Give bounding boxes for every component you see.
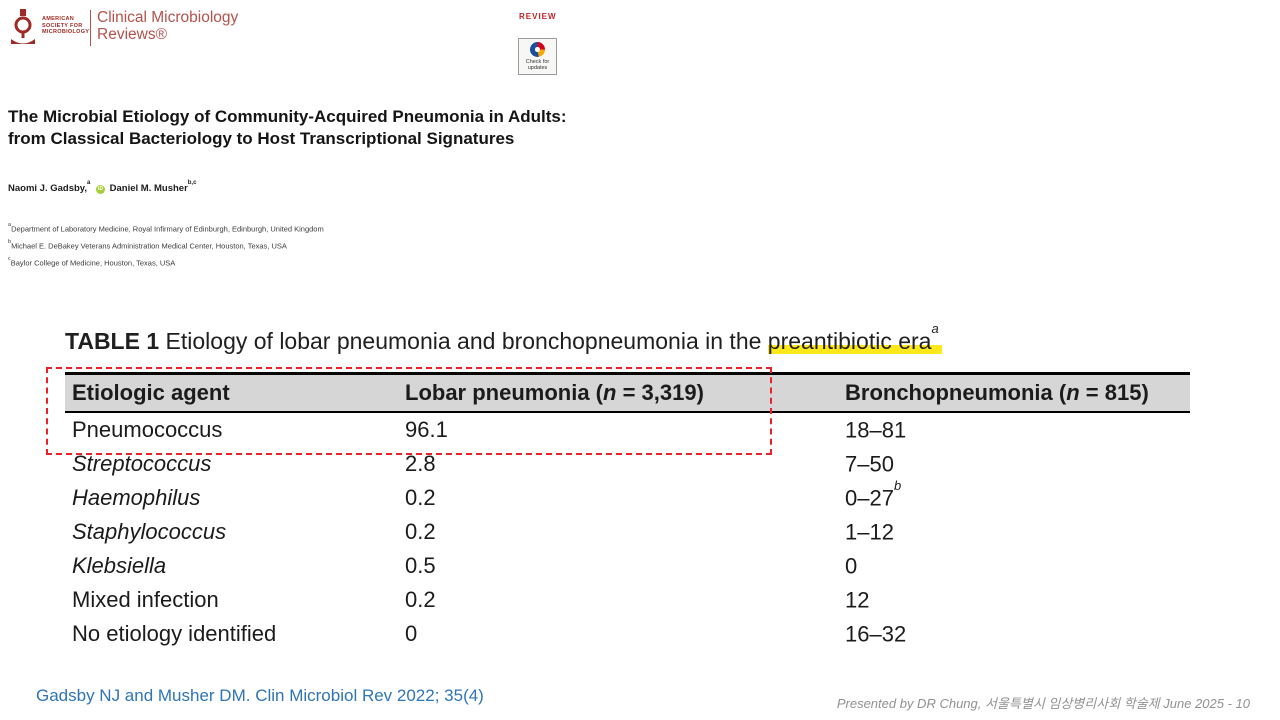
broncho-sup: b: [893, 477, 902, 493]
affiliation-line: aDepartment of Laboratory Medicine, Roya…: [8, 220, 324, 237]
broncho-value: 16–32: [845, 621, 1190, 647]
broncho-value: 12: [845, 587, 1190, 613]
author-2: Daniel M. Musher: [109, 183, 188, 195]
col-header-broncho-pre: Bronchopneumonia (: [845, 380, 1067, 405]
broncho-range: 18–81: [845, 417, 907, 443]
etiologic-agent: Streptococcus: [72, 451, 212, 476]
table-caption-label: TABLE 1: [65, 328, 160, 354]
col-header-etiologic-agent: Etiologic agent: [72, 380, 230, 405]
caption-footnote-sup: a: [931, 321, 939, 337]
author-1-affil-sup: a: [87, 180, 91, 186]
table-caption-highlight: preantibiotic eraa: [767, 321, 942, 354]
journal-title-line1: Clinical Microbiology: [97, 9, 239, 26]
broncho-value: 18–81: [845, 417, 1190, 443]
table-row: Streptococcus 2.8 7–50: [65, 447, 1190, 481]
check-for-updates-badge[interactable]: Check for updates: [518, 38, 557, 75]
check-for-updates-label: Check for updates: [525, 59, 550, 71]
lobar-value: 0.2: [405, 485, 436, 510]
table-row: Klebsiella 0.5 0: [65, 549, 1190, 583]
society-line: MICROBIOLOGY: [42, 29, 90, 35]
lobar-value: 2.8: [405, 451, 436, 476]
table-row: Staphylococcus 0.2 1–12: [65, 515, 1190, 549]
table-row: No etiology identified 0 16–32: [65, 617, 1190, 651]
asm-logo-icon: [11, 9, 35, 44]
broncho-range: 16–32: [845, 621, 907, 647]
etiology-table: Etiologic agent Lobar pneumonia (n = 3,3…: [65, 372, 1190, 651]
highlight-text: preantibiotic era: [767, 328, 932, 354]
broncho-range: 0: [845, 553, 858, 579]
col-header-broncho-post: = 815): [1079, 380, 1149, 405]
society-line: AMERICAN: [42, 16, 75, 22]
journal-masthead: AMERICAN SOCIETY FOR MICROBIOLOGY Clinic…: [8, 8, 238, 48]
col-header-broncho: Bronchopneumonia (n = 815): [845, 380, 1190, 406]
affiliation-line: cBaylor College of Medicine, Houston, Te…: [8, 254, 324, 271]
review-label: REVIEW: [519, 12, 557, 21]
masthead-divider: [90, 10, 91, 46]
table-caption: TABLE 1 Etiology of lobar pneumonia and …: [65, 321, 942, 355]
table-header-row: Etiologic agent Lobar pneumonia (n = 3,3…: [65, 372, 1190, 413]
col-header-broncho-n: n: [1066, 380, 1080, 405]
affil-text: Michael E. DeBakey Veterans Administrati…: [11, 241, 287, 251]
etiologic-agent: Haemophilus: [72, 485, 201, 510]
col-header-lobar-post: = 3,319): [616, 380, 704, 405]
broncho-range: 1–12: [845, 519, 894, 545]
col-header-lobar-pre: Lobar pneumonia (: [405, 380, 603, 405]
broncho-value: 1–12: [845, 519, 1190, 545]
broncho-value: 7–50: [845, 451, 1190, 477]
broncho-range: 7–50: [845, 451, 894, 477]
society-name: AMERICAN SOCIETY FOR MICROBIOLOGY: [42, 16, 90, 36]
affil-sup: c: [8, 256, 11, 262]
citation: Gadsby NJ and Musher DM. Clin Microbiol …: [36, 686, 484, 705]
journal-title-line2: Reviews®: [97, 26, 167, 43]
affil-text: Baylor College of Medicine, Houston, Tex…: [10, 258, 176, 268]
lobar-value: 0.2: [405, 587, 436, 612]
author-1: Naomi J. Gadsby,: [8, 183, 88, 195]
etiologic-agent: Mixed infection: [72, 587, 219, 612]
affil-sup: b: [8, 239, 12, 245]
affil-sup: a: [8, 222, 12, 228]
col-header-lobar: Lobar pneumonia (n = 3,319): [405, 380, 845, 406]
affiliation-line: bMichael E. DeBakey Veterans Administrat…: [8, 237, 324, 254]
article-title: The Microbial Etiology of Community-Acqu…: [8, 107, 567, 148]
author-line: Naomi J. Gadsby,a iD Daniel M. Musherb,c: [8, 180, 197, 195]
presenter-credit: Presented by DR Chung, 서울특별시 임상병리사회 학술제 …: [836, 696, 1250, 711]
table-row: Pneumococcus 96.1 18–81: [65, 413, 1190, 447]
affil-text: Department of Laboratory Medicine, Royal…: [11, 224, 324, 234]
table-caption-text: Etiology of lobar pneumonia and bronchop…: [159, 328, 768, 354]
affiliations: aDepartment of Laboratory Medicine, Roya…: [8, 220, 324, 271]
crossmark-icon: [530, 42, 545, 57]
table-row: Mixed infection 0.2 12: [65, 583, 1190, 617]
lobar-value: 96.1: [405, 417, 448, 442]
broncho-range: 12: [845, 587, 870, 613]
etiologic-agent: Staphylococcus: [72, 519, 227, 544]
etiologic-agent: Pneumococcus: [72, 417, 223, 442]
lobar-value: 0: [405, 621, 418, 646]
col-header-lobar-n: n: [603, 380, 617, 405]
orcid-icon[interactable]: iD: [96, 185, 105, 195]
etiologic-agent: No etiology identified: [72, 621, 277, 646]
etiologic-agent: Klebsiella: [72, 553, 167, 578]
journal-title: Clinical Microbiology Reviews®: [97, 9, 238, 43]
author-2-affil-sup: b,c: [187, 180, 197, 186]
table-row: Haemophilus 0.2 0–27b: [65, 478, 1190, 515]
broncho-range: 0–27: [845, 485, 894, 511]
society-line: SOCIETY FOR: [42, 22, 83, 29]
lobar-value: 0.2: [405, 519, 436, 544]
lobar-value: 0.5: [405, 553, 436, 578]
broncho-value: 0: [845, 553, 1190, 579]
broncho-value: 0–27b: [845, 478, 1190, 511]
